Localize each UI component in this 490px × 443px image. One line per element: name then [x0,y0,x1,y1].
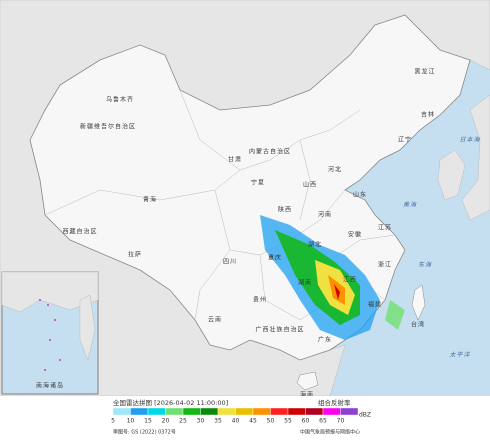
region-label: 吉林 [421,111,435,119]
region-label: 广东 [318,336,332,344]
legend-tick-label: 10 [127,418,135,425]
hainan [296,371,319,391]
region-label: 安徽 [348,231,362,239]
region-label: 重庆 [268,254,282,262]
region-label: 贵州 [253,296,267,304]
city-label: 拉萨 [128,251,142,259]
radar-echoes [260,215,405,340]
region-label: 江西 [343,277,357,284]
region-label: 海南 [300,391,314,399]
legend-tick-label: 45 [249,418,257,425]
legend-tick-label: 70 [337,418,345,425]
region-label: 山西 [303,181,317,189]
city-label: 乌鲁木齐 [106,96,134,104]
region-label: 河北 [328,166,342,174]
legend-tick-label: 30 [197,418,205,425]
region-label: 黑龙江 [414,68,435,76]
legend-swatch [322,407,341,416]
legend-swatch [305,407,324,416]
region-label: 云南 [208,316,222,324]
approval-number: 审图号: GS (2022) 0372号 [113,429,176,436]
region-label: 青海 [143,196,157,204]
region-label: 山东 [353,191,367,199]
region-label: 河南 [318,211,332,219]
legend-tick-label: 40 [232,418,240,425]
korea [437,149,466,201]
legend-tick-label: 25 [179,418,187,425]
legend-unit: dBZ [359,412,371,419]
region-label: 内蒙古自治区 [249,148,291,156]
legend-tick-label: 55 [284,418,292,425]
region-label: 江苏 [378,224,392,232]
legend-tick-label: 50 [267,418,275,425]
legend-tick-label: 60 [302,418,310,425]
region-label: 宁夏 [251,179,265,187]
region-label: 湖南 [298,279,312,287]
region-label: 陕西 [278,206,292,214]
legend-swatch [252,407,271,416]
legend-panel [0,396,490,439]
legend-product: 组合反射率 [318,398,351,407]
region-label: 四川 [223,259,237,266]
sea-label: 日本海 [459,136,480,144]
sea-label: 东海 [418,261,432,269]
legend-tick-label: 20 [162,418,170,425]
legend-tick-label: 35 [214,418,222,425]
region-label: 新疆维吾尔自治区 [80,123,136,131]
legend-swatch [217,407,236,416]
region-label: 辽宁 [398,136,412,144]
source: 中国气象局预报与网络中心 [300,429,360,436]
legend-tick-label: 5 [111,418,115,425]
legend-swatch [147,407,166,416]
legend-swatch [287,407,306,416]
region-label: 西藏自治区 [62,228,97,236]
legend-swatch [200,407,219,416]
legend-tick-label: 15 [144,418,152,425]
legend-swatch [235,407,254,416]
region-label: 广西壮族自治区 [255,326,304,334]
legend-swatch [112,407,131,416]
region-label: 甘肃 [228,156,242,164]
region-label: 湖北 [308,241,322,249]
japan [461,94,490,221]
region-label: 浙江 [378,261,392,269]
sea-label: 黄海 [403,201,417,209]
legend-swatch [130,407,149,416]
legend-swatch [165,407,184,416]
region-label: 福建 [368,301,382,309]
legend-tick-label: 65 [319,418,327,425]
region-label: 台湾 [411,321,425,329]
legend-swatch [182,407,201,416]
inset: 南海诸岛 [1,271,99,395]
legend-swatch [270,407,289,416]
sea-label: 太平洋 [449,351,470,359]
inset-label: 南海诸岛 [36,382,64,390]
legend-title: 全国雷达拼图 [2026-04-02 11:00:00] [113,398,228,407]
taiwan [411,284,426,321]
legend-swatch [340,407,359,416]
